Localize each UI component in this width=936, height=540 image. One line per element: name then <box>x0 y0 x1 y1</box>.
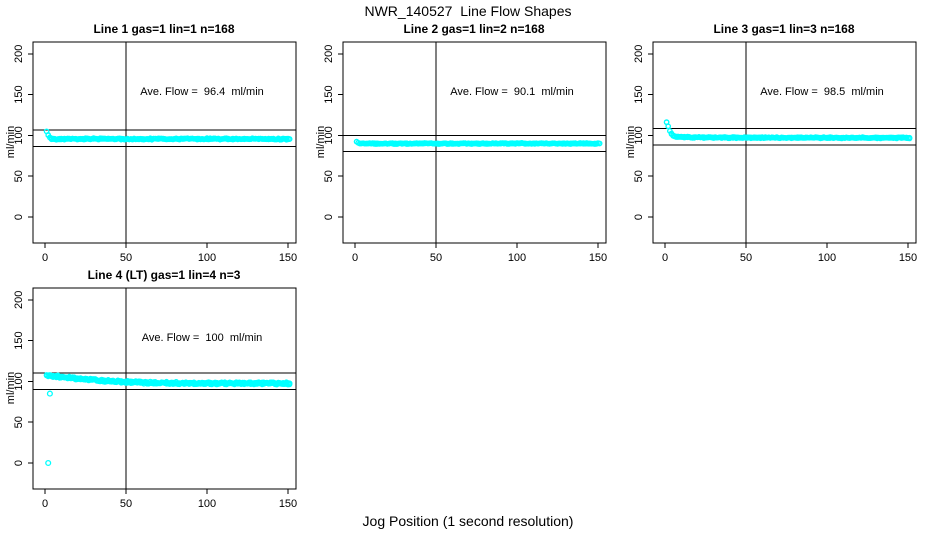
y-tick-label: 50 <box>13 416 25 428</box>
panel-line2-ylabel: ml/min <box>315 126 327 158</box>
panel-line1-title: Line 1 gas=1 lin=1 n=168 <box>93 22 234 36</box>
x-tick-label: 50 <box>430 252 442 264</box>
y-tick-label: 150 <box>323 85 335 103</box>
x-axis-label: Jog Position (1 second resolution) <box>363 513 574 529</box>
y-tick-label: 0 <box>13 214 25 220</box>
panel-line1: 0 50 100 150 200 0 50 100 150 <box>13 41 297 264</box>
y-tick-label: 200 <box>633 45 645 63</box>
panel-line4: 0 50 100 150 200 0 50 100 150 <box>13 287 297 510</box>
y-tick-label: 0 <box>13 460 25 466</box>
y-tick-label: 150 <box>633 85 645 103</box>
x-tick-label: 150 <box>279 252 297 264</box>
plot-box <box>652 41 917 244</box>
y-tick-label: 0 <box>323 214 335 220</box>
panel-line2: 0 50 100 150 200 0 50 100 150 <box>323 41 607 264</box>
x-tick-label: 0 <box>42 252 48 264</box>
main-title: NWR_140527 Line Flow Shapes <box>364 3 571 19</box>
data-point <box>906 135 913 142</box>
plot-box <box>32 287 297 490</box>
y-tick-label: 100 <box>323 126 335 144</box>
panel-line4-aveflow-annotation: Ave. Flow = 100 ml/min <box>142 332 263 344</box>
data-points <box>43 128 293 143</box>
y-tick-label: 150 <box>13 85 25 103</box>
panel-line3-aveflow-annotation: Ave. Flow = 98.5 ml/min <box>760 86 884 98</box>
plot-box <box>342 41 607 244</box>
y-tick-label: 200 <box>323 45 335 63</box>
y-tick-label: 50 <box>323 170 335 182</box>
y-tick-label: 100 <box>633 126 645 144</box>
panel-line4-ylabel: ml/min <box>5 372 17 404</box>
x-tick-label: 100 <box>198 252 216 264</box>
x-tick-label: 100 <box>818 252 836 264</box>
data-points <box>353 138 603 147</box>
panels-graphics-layer: 0 50 100 150 200 0 50 100 150 0 50 100 150 200 0 50 100 1… <box>13 41 917 510</box>
panel-line2-aveflow-annotation: Ave. Flow = 90.1 ml/min <box>450 86 574 98</box>
data-point <box>665 123 672 130</box>
data-point <box>286 381 293 388</box>
x-tick-label: 50 <box>120 498 132 510</box>
x-tick-label: 100 <box>198 498 216 510</box>
panel-line3-title: Line 3 gas=1 lin=3 n=168 <box>713 22 854 36</box>
x-tick-label: 0 <box>352 252 358 264</box>
x-tick-label: 150 <box>899 252 917 264</box>
x-tick-label: 100 <box>508 252 526 264</box>
x-tick-label: 150 <box>279 498 297 510</box>
y-tick-label: 200 <box>13 45 25 63</box>
y-tick-label: 150 <box>13 331 25 349</box>
panel-line2-title: Line 2 gas=1 lin=2 n=168 <box>403 22 544 36</box>
y-tick-label: 50 <box>633 170 645 182</box>
y-tick-label: 0 <box>633 214 645 220</box>
panel-line1-ylabel: ml/min <box>5 126 17 158</box>
y-tick-label: 50 <box>13 170 25 182</box>
panel-line1-aveflow-annotation: Ave. Flow = 96.4 ml/min <box>140 86 264 98</box>
x-tick-label: 50 <box>120 252 132 264</box>
panel-line3: 0 50 100 150 200 0 50 100 150 <box>633 41 917 264</box>
panel-line4-title: Line 4 (LT) gas=1 lin=4 n=3 <box>88 268 241 282</box>
outlier-point <box>46 390 53 397</box>
panel-line3-ylabel: ml/min <box>625 126 637 158</box>
x-tick-label: 0 <box>662 252 668 264</box>
outlier-point <box>45 459 52 467</box>
data-point <box>286 136 293 142</box>
plot-box <box>32 41 297 244</box>
x-tick-label: 0 <box>42 498 48 510</box>
data-point <box>596 140 603 147</box>
y-tick-label: 200 <box>13 291 25 309</box>
y-tick-label: 100 <box>13 126 25 144</box>
data-points <box>43 372 293 467</box>
x-tick-label: 50 <box>740 252 752 264</box>
x-tick-label: 150 <box>589 252 607 264</box>
y-tick-label: 100 <box>13 372 25 390</box>
data-points <box>663 119 913 142</box>
